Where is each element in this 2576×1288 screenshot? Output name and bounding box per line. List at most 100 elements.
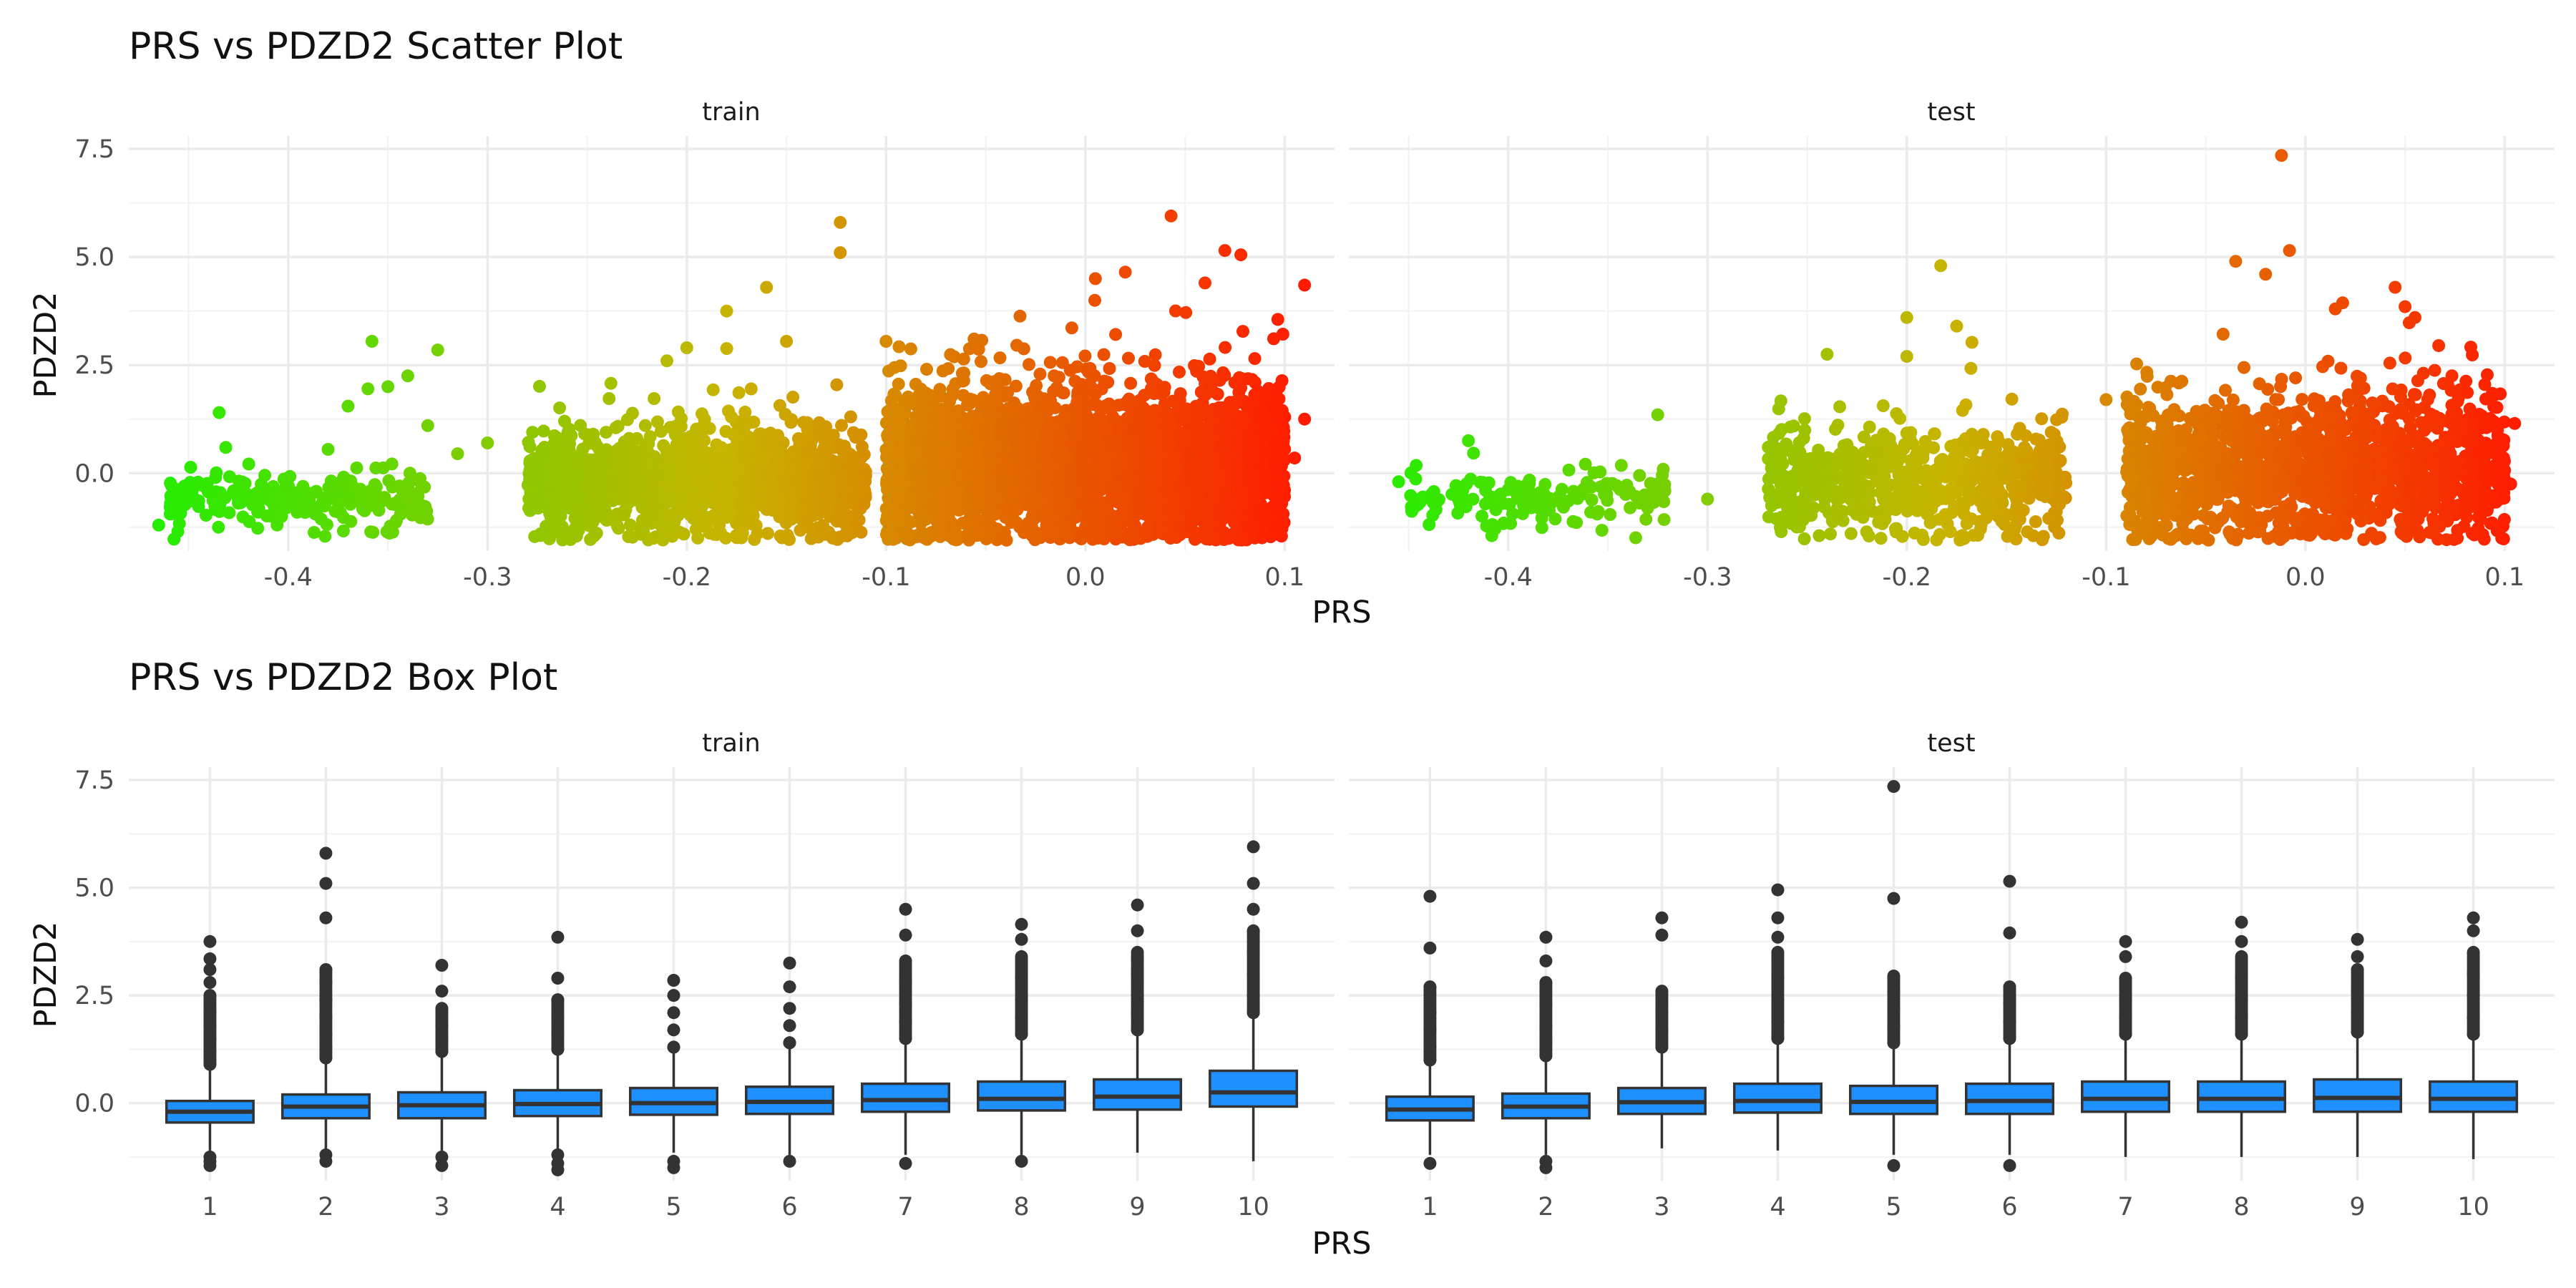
scatter-point [806, 509, 820, 522]
scatter-point [587, 530, 601, 543]
scatter-point [522, 436, 535, 449]
scatter-point [664, 461, 678, 474]
scatter-point [719, 425, 733, 438]
scatter-point [725, 410, 738, 424]
scatter-point [602, 392, 616, 405]
scatter-point [946, 383, 960, 396]
scatter-point [970, 482, 983, 495]
scatter-point [1193, 425, 1206, 439]
scatter-point [1030, 379, 1043, 392]
scatter-point [949, 407, 962, 421]
scatter-point [975, 355, 987, 369]
scatter-point [654, 424, 668, 438]
scatter-point [639, 512, 653, 525]
scatter-point [1068, 511, 1082, 525]
scatter-point [787, 489, 801, 503]
scatter-point [947, 350, 961, 364]
scatter-point [1048, 384, 1062, 397]
scatter-point [1058, 527, 1071, 540]
scatter-point [733, 476, 747, 489]
scatter-point [302, 499, 316, 512]
scatter-point [1010, 503, 1024, 516]
scatter-point [406, 494, 420, 508]
scatter-point [523, 457, 537, 470]
scatter-point [715, 493, 728, 506]
scatter-point [366, 525, 380, 539]
scatter-strip-test: test [1927, 98, 1975, 127]
scatter-point [604, 376, 618, 390]
scatter-point [1121, 474, 1134, 487]
scatter-point [580, 458, 593, 471]
scatter-point [568, 522, 582, 535]
scatter-point [1109, 328, 1123, 341]
scatter-point [628, 463, 642, 477]
scatter-point [892, 377, 905, 391]
scatter-point [414, 472, 426, 485]
scatter-point [533, 379, 546, 393]
scatter-point [1267, 332, 1280, 346]
scatter-point [638, 419, 652, 432]
scatter-point [218, 491, 232, 504]
scatter-point [356, 502, 369, 516]
scatter-point [1000, 386, 1013, 400]
scatter-point [826, 532, 839, 545]
scatter-point [1143, 510, 1156, 524]
scatter-point [1013, 309, 1027, 323]
scatter-point [600, 426, 613, 439]
scatter-point [1229, 439, 1243, 453]
scatter-point [254, 489, 268, 502]
scatter-point [401, 478, 414, 491]
scatter-point [724, 463, 738, 477]
scatter-point [667, 507, 680, 521]
scatter-point [904, 494, 917, 508]
scatter-point [523, 473, 537, 487]
scatter-point [276, 492, 289, 505]
scatter-point [918, 401, 932, 415]
scatter-point [525, 484, 539, 497]
scatter-point [1174, 387, 1187, 401]
scatter-point [1271, 313, 1284, 326]
scatter-point [734, 497, 748, 510]
scatter-point [681, 483, 695, 497]
scatter-point [544, 510, 557, 524]
scatter-point [671, 405, 685, 419]
scatter-point [1093, 401, 1106, 414]
scatter-point [1128, 486, 1142, 499]
scatter-point [832, 503, 846, 517]
scatter-point [935, 402, 949, 416]
scatter-point [963, 512, 977, 525]
scatter-point [804, 444, 818, 458]
scatter-point [1041, 514, 1055, 528]
scatter-point [721, 507, 735, 521]
scatter-point [612, 522, 625, 535]
scatter-point [708, 527, 721, 541]
y-tick-label: 2.5 [74, 351, 114, 380]
scatter-point [818, 434, 831, 448]
scatter-point [324, 474, 338, 488]
scatter-point [600, 443, 613, 457]
scatter-point [711, 505, 725, 519]
scatter-point [774, 494, 786, 508]
scatter-point [625, 406, 639, 420]
scatter-point [852, 513, 866, 527]
scatter-point [967, 332, 981, 346]
scatter-point [565, 429, 578, 442]
scatter-point [608, 471, 621, 484]
scatter-point [904, 342, 917, 356]
scatter-point [598, 461, 612, 474]
scatter-point [277, 472, 291, 486]
scatter-point [756, 443, 770, 457]
scatter-point [993, 351, 1007, 365]
scatter-point [935, 482, 948, 495]
scatter-point [382, 474, 396, 487]
scatter-point [1243, 529, 1257, 542]
scatter-point [389, 498, 403, 512]
scatter-point [811, 530, 825, 544]
scatter-point [764, 476, 778, 489]
scatter-point [255, 477, 268, 491]
scatter-point [653, 517, 665, 530]
scatter-point [725, 443, 738, 457]
scatter-point [695, 507, 708, 521]
scatter-point [746, 472, 759, 485]
scatter-point [1278, 483, 1292, 497]
